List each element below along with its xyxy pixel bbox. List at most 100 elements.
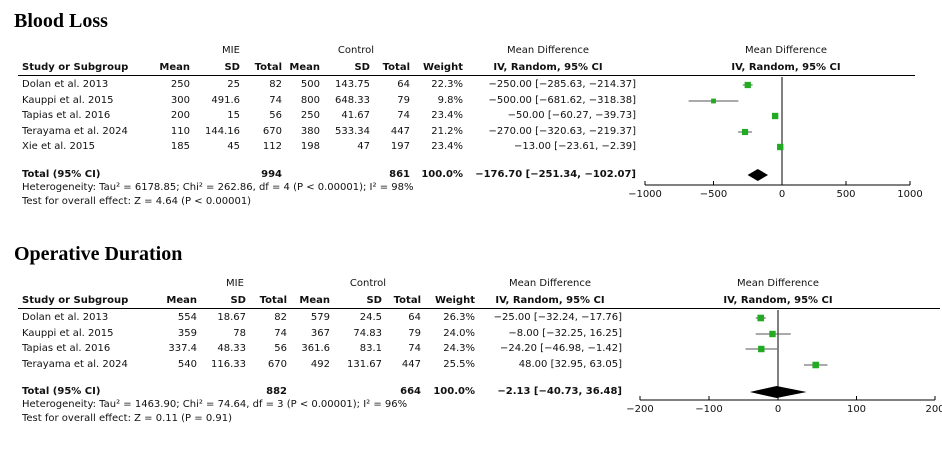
ctl-sd: 47	[357, 141, 370, 152]
ctl-mean: 367	[310, 328, 330, 339]
mie-mean: 200	[170, 110, 190, 121]
mie-sd: 25	[227, 79, 240, 90]
study-name: Tapias et al. 2016	[22, 110, 111, 121]
study-name: Terayama et al. 2024	[22, 359, 128, 370]
study-name: Dolan et al. 2013	[22, 79, 109, 90]
x-tick-label: 100	[847, 404, 866, 415]
mie-mean-header: Mean	[166, 295, 197, 306]
md-ci: −13.00 [−23.61, −2.39]	[514, 141, 636, 152]
mie-total: 82	[274, 312, 287, 323]
md-header: Mean Difference	[507, 45, 589, 56]
mie-mean-header: Mean	[159, 62, 190, 73]
study-marker	[744, 81, 751, 89]
ctl-mean: 500	[300, 79, 320, 90]
md-method-header: IV, Random, 95% CI	[495, 295, 605, 306]
chart-title: Blood Loss	[14, 10, 108, 32]
x-tick-label: −100	[695, 404, 722, 415]
group-control-header: Control	[337, 45, 375, 56]
pooled-effect-diamond	[749, 386, 807, 398]
md-ci: −8.00 [−32.25, 16.25]	[508, 328, 622, 339]
plot-md-header: Mean Difference	[737, 278, 819, 289]
study-name: Xie et al. 2015	[22, 141, 95, 152]
md-ci: −270.00 [−320.63, −219.37]	[488, 126, 636, 137]
ctl-total: 197	[390, 141, 410, 152]
x-tick-label: 200	[925, 404, 942, 415]
mie-total: 74	[274, 328, 287, 339]
overall-effect-text: Test for overall effect: Z = 0.11 (P = 0…	[22, 413, 232, 424]
study-marker	[812, 361, 819, 369]
study-name: Tapias et al. 2016	[22, 343, 111, 354]
mie-sd: 144.16	[205, 126, 240, 137]
study-name: Dolan et al. 2013	[22, 312, 109, 323]
mie-sd: 116.33	[211, 359, 246, 370]
mie-mean: 554	[177, 312, 197, 323]
mie-total: 56	[274, 343, 287, 354]
study-marker	[757, 314, 765, 322]
mie-total: 670	[262, 126, 282, 137]
study-marker	[758, 345, 765, 353]
study-marker	[769, 330, 776, 338]
plot-md-method-header: IV, Random, 95% CI	[723, 295, 833, 306]
ctl-mean: 198	[300, 141, 320, 152]
ctl-sd: 143.75	[335, 79, 370, 90]
ctl-total: 447	[390, 126, 410, 137]
mie-sd: 45	[227, 141, 240, 152]
x-tick-label: 500	[836, 189, 855, 200]
study-marker	[771, 112, 779, 120]
mie-sd-header: SD	[224, 62, 240, 73]
mie-sd: 491.6	[211, 95, 240, 106]
study-marker	[777, 143, 784, 151]
ctl-mean: 250	[300, 110, 320, 121]
ctl-sd: 74.83	[353, 328, 382, 339]
md-ci: −24.20 [−46.98, −1.42]	[500, 343, 622, 354]
mie-mean: 540	[177, 359, 197, 370]
mie-total: 74	[269, 95, 282, 106]
ctl-mean: 380	[300, 126, 320, 137]
x-tick-label: 0	[779, 189, 785, 200]
study-name: Terayama et al. 2024	[22, 126, 128, 137]
ctl-total: 79	[408, 328, 421, 339]
ctl-sd: 648.33	[335, 95, 370, 106]
weight: 23.4%	[431, 110, 463, 121]
mie-sd-header: SD	[230, 295, 246, 306]
mie-mean: 250	[170, 79, 190, 90]
mie-total-header: Total	[254, 62, 282, 73]
ctl-total: 74	[408, 343, 421, 354]
total-label: Total (95% CI)	[22, 386, 101, 397]
ctl-total-header: Total	[382, 62, 410, 73]
heterogeneity-text: Heterogeneity: Tau² = 1463.90; Chi² = 74…	[22, 399, 408, 410]
study-marker	[741, 128, 749, 136]
weight: 23.4%	[431, 141, 463, 152]
ctl-total: 64	[397, 79, 410, 90]
total-mie-n: 994	[261, 169, 282, 180]
group-mie-header: MIE	[226, 278, 244, 289]
weight: 24.0%	[443, 328, 475, 339]
study-marker	[711, 98, 716, 104]
ctl-mean-header: Mean	[299, 295, 330, 306]
weight: 26.3%	[443, 312, 475, 323]
ctl-total: 79	[397, 95, 410, 106]
ctl-sd-header: SD	[366, 295, 382, 306]
mie-total: 112	[262, 141, 282, 152]
total-mie-n: 882	[266, 386, 287, 397]
x-tick-label: −1000	[628, 189, 662, 200]
md-ci: −500.00 [−681.62, −318.38]	[488, 95, 636, 106]
total-ctl-n: 664	[400, 386, 421, 397]
ctl-sd: 41.67	[341, 110, 370, 121]
header-rule	[18, 75, 915, 76]
study-header: Study or Subgroup	[22, 62, 129, 73]
ctl-mean: 579	[310, 312, 330, 323]
chart-title: Operative Duration	[14, 243, 183, 265]
mie-total: 670	[267, 359, 287, 370]
mie-sd: 78	[233, 328, 246, 339]
weight: 21.2%	[431, 126, 463, 137]
weight: 9.8%	[437, 95, 463, 106]
ctl-sd: 24.5	[359, 312, 382, 323]
md-ci: −250.00 [−285.63, −214.37]	[488, 79, 636, 90]
mie-total: 56	[269, 110, 282, 121]
mie-sd: 48.33	[217, 343, 246, 354]
total-weight: 100.0%	[433, 386, 475, 397]
ctl-sd: 533.34	[335, 126, 370, 137]
mie-total-header: Total	[259, 295, 287, 306]
header-rule	[18, 308, 940, 309]
